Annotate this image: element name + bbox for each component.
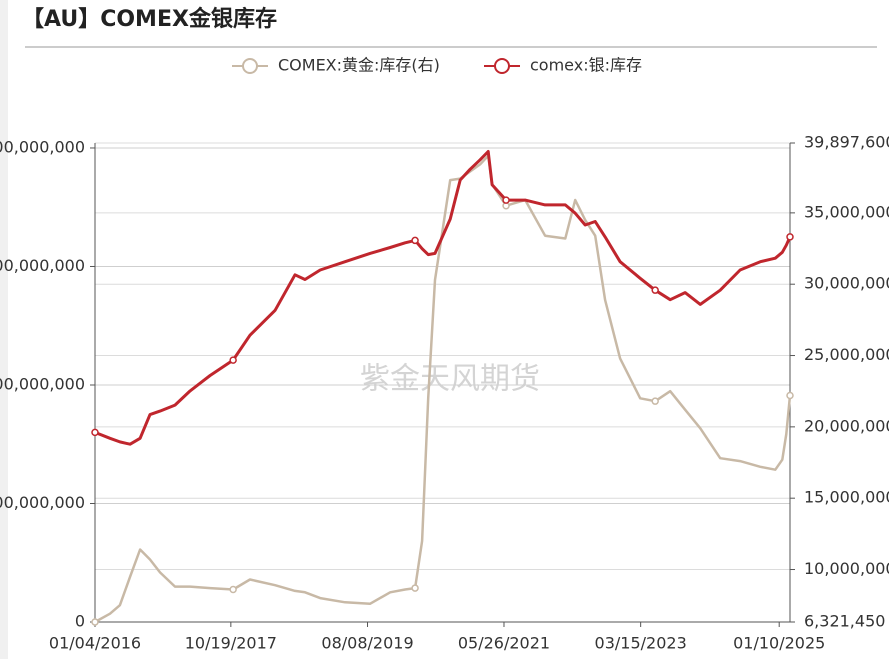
point-marker [411, 236, 419, 245]
y2-tick-label: 20,000,000 [804, 416, 889, 435]
y-tick-label: 200,000,000 [0, 374, 85, 393]
point-marker [411, 584, 419, 592]
point-marker [91, 618, 99, 626]
left-strip [0, 0, 8, 659]
legend-marker [242, 58, 258, 74]
point-marker [502, 196, 510, 204]
y2-tick-label: 6,321,450 [804, 612, 885, 631]
y-tick-label: 300,000,000 [0, 256, 85, 275]
y-tick-label: 100,000,000 [0, 493, 85, 512]
y2-tick-label: 15,000,000 [804, 488, 889, 507]
y2-tick-label: 35,000,000 [804, 202, 889, 221]
y-tick-label: 0 [75, 612, 85, 631]
x-tick-label: 10/19/2017 [185, 634, 277, 653]
x-tick-label: 08/08/2019 [321, 634, 413, 653]
chart-title: 【AU】COMEX金银库存 [22, 6, 277, 32]
series-line [94, 150, 792, 446]
y-tick-label: 400,000,000 [0, 137, 85, 156]
legend-label: COMEX:黄金:库存(右) [278, 56, 440, 75]
x-tick-label: 01/04/2016 [49, 634, 141, 653]
point-marker [786, 233, 794, 241]
legend-label: comex:银:库存 [530, 56, 642, 75]
watermark: 紫金天风期货 [360, 362, 540, 397]
y2-tick-label: 10,000,000 [804, 559, 889, 578]
point-marker [229, 585, 237, 594]
point-marker [229, 356, 237, 364]
x-tick-label: 05/26/2021 [458, 634, 550, 653]
point-marker [91, 428, 99, 437]
x-tick-label: 01/10/2025 [733, 634, 825, 653]
point-marker [651, 286, 659, 294]
y2-tick-label: 25,000,000 [804, 345, 889, 364]
legend-marker [494, 58, 510, 74]
point-marker [786, 391, 794, 400]
y2-tick-label: 30,000,000 [804, 274, 889, 293]
point-marker [651, 397, 659, 405]
x-tick-label: 03/15/2023 [595, 634, 687, 653]
y2-tick-label: 39,897,600 [804, 133, 889, 152]
